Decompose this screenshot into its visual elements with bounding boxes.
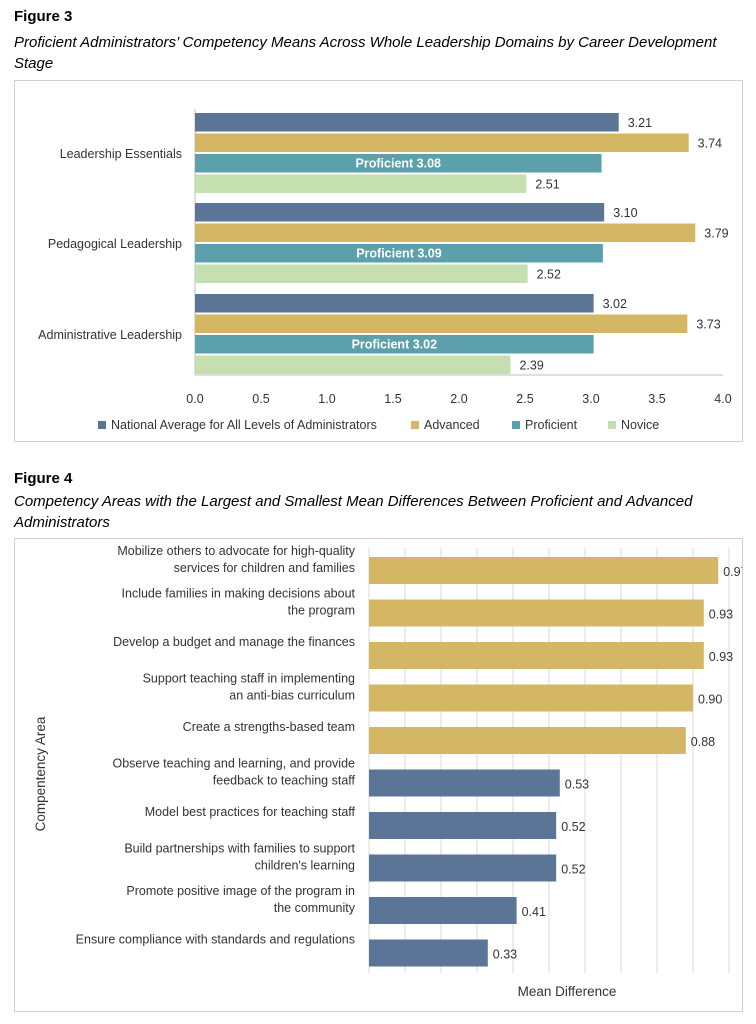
bar-proficient — [195, 335, 594, 354]
legend-label: Proficient — [525, 418, 578, 432]
legend-swatch — [411, 421, 419, 429]
category-label: services for children and families — [174, 561, 355, 575]
category-label: feedback to teaching staff — [213, 774, 356, 788]
legend-swatch — [608, 421, 616, 429]
x-tick-label: 4.0 — [714, 392, 731, 406]
category-label: children's learning — [255, 859, 355, 873]
bar-smallest — [369, 812, 557, 839]
figure4-chart: 0.97 Mobilize others to advocate for high… — [33, 544, 748, 999]
category-label: Build partnerships with families to supp… — [124, 842, 355, 856]
data-label: 2.52 — [537, 268, 561, 282]
data-label: 3.74 — [698, 137, 722, 151]
figure4-chart-panel: 0.97 Mobilize others to advocate for high… — [14, 538, 748, 1012]
data-label: 0.90 — [698, 693, 722, 707]
data-label: 0.33 — [493, 948, 517, 962]
data-label: 0.52 — [561, 863, 585, 877]
legend-label: National Average for All Levels of Admin… — [111, 418, 377, 432]
category-label: Develop a budget and manage the finances — [113, 635, 355, 649]
x-tick-label: 2.0 — [450, 392, 467, 406]
bar-national — [195, 113, 619, 132]
x-tick-label: 1.0 — [318, 392, 335, 406]
data-label: 3.73 — [696, 318, 720, 332]
bar-smallest — [369, 769, 560, 797]
bar-proficient — [195, 154, 602, 173]
category-label: Support teaching staff in implementing — [143, 672, 355, 686]
legend-label: Novice — [621, 418, 659, 432]
bar-novice — [195, 174, 527, 193]
bar-national — [195, 203, 605, 222]
bar-novice — [195, 264, 528, 283]
figure3-caption: Proficient Administrators’ Competency Me… — [14, 34, 717, 72]
data-label: 3.10 — [613, 206, 637, 220]
data-label: 0.93 — [709, 650, 733, 664]
bar-advanced — [195, 133, 689, 152]
figure3-chart: Leadership Essentials 3.21 3.74 Proficient … — [38, 109, 732, 432]
x-tick-label: 1.5 — [384, 392, 401, 406]
x-tick-label: 0.0 — [186, 392, 203, 406]
bar-largest — [369, 642, 704, 669]
figure3-chart-panel: Leadership Essentials 3.21 3.74 Proficient … — [14, 80, 743, 442]
bar-national — [195, 294, 594, 313]
x-tick-label: 3.0 — [582, 392, 599, 406]
bar-largest — [369, 557, 719, 584]
data-label: 3.21 — [628, 116, 652, 130]
category-label: Administrative Leadership — [38, 328, 182, 342]
category-label: an anti-bias curriculum — [229, 689, 355, 703]
figure4-label: Figure 4 — [14, 470, 73, 487]
bar-advanced — [195, 223, 696, 242]
data-label: Proficient 3.08 — [356, 157, 441, 171]
category-label: Pedagogical Leadership — [48, 237, 182, 251]
figure3-label: Figure 3 — [14, 8, 73, 25]
legend-swatch — [98, 421, 106, 429]
category-label: Mobilize others to advocate for high-qua… — [117, 544, 355, 558]
data-label: 3.79 — [704, 227, 728, 241]
y-axis-title: Compentency Area — [33, 716, 48, 831]
bar-advanced — [195, 314, 688, 333]
category-label: the program — [288, 604, 355, 618]
bar-largest — [369, 684, 693, 712]
bar-novice — [195, 355, 511, 374]
category-label: Create a strengths-based team — [183, 720, 355, 734]
category-label: Ensure compliance with standards and reg… — [76, 933, 355, 947]
data-label: Proficient 3.09 — [356, 247, 441, 261]
bar-largest — [369, 599, 704, 627]
category-label: Leadership Essentials — [60, 147, 182, 161]
x-axis-title: Mean Difference — [518, 984, 617, 999]
bar-smallest — [369, 854, 557, 882]
x-tick-label: 3.5 — [648, 392, 665, 406]
category-label: Promote positive image of the program in — [126, 884, 355, 898]
category-label: Observe teaching and learning, and provi… — [112, 757, 355, 771]
data-label: 2.51 — [535, 178, 559, 192]
data-label: 0.52 — [561, 820, 585, 834]
legend-label: Advanced — [424, 418, 480, 432]
data-label: 2.39 — [519, 359, 543, 373]
data-label: 0.97 — [723, 565, 742, 579]
data-label: 3.02 — [603, 297, 627, 311]
data-label: 0.88 — [691, 735, 715, 749]
data-label: 0.93 — [709, 608, 733, 622]
category-label: Include families in making decisions abo… — [122, 587, 356, 601]
bar-proficient — [195, 244, 603, 263]
category-label: Model best practices for teaching staff — [145, 805, 356, 819]
legend-swatch — [512, 421, 520, 429]
x-tick-label: 2.5 — [516, 392, 533, 406]
bar-smallest — [369, 939, 488, 967]
bar-smallest — [369, 897, 517, 924]
bar-largest — [369, 727, 686, 754]
category-label: the community — [274, 901, 356, 915]
data-label: 0.41 — [522, 905, 546, 919]
data-label: 0.53 — [565, 778, 589, 792]
data-label: Proficient 3.02 — [352, 338, 437, 352]
x-tick-label: 0.5 — [252, 392, 269, 406]
figure4-caption: Competency Areas with the Largest and Sm… — [14, 493, 693, 531]
